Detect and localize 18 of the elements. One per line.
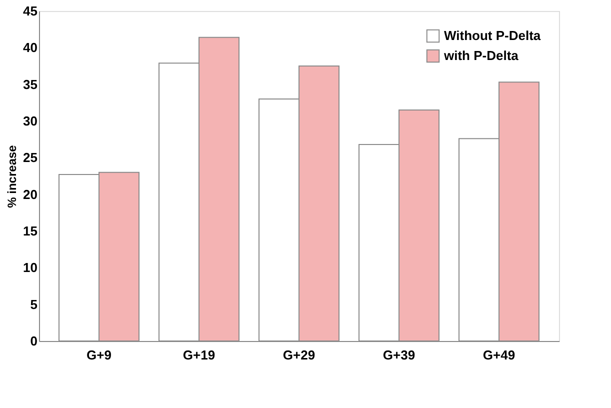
legend-label: Without P-Delta bbox=[444, 28, 542, 43]
y-tick-label: 5 bbox=[30, 296, 38, 312]
y-tick-label: 20 bbox=[23, 186, 38, 202]
x-tick-label: G+39 bbox=[382, 348, 416, 362]
y-tick-label: 45 bbox=[23, 4, 38, 18]
x-tick-label: G+19 bbox=[182, 348, 216, 362]
legend-label: with P-Delta bbox=[443, 48, 520, 63]
y-axis-title: % increase bbox=[5, 144, 20, 208]
x-tick-label: G+9 bbox=[86, 348, 112, 362]
x-tick-label: G+29 bbox=[282, 348, 316, 362]
x-tick-label: G+49 bbox=[482, 348, 516, 362]
y-tick-label: 35 bbox=[23, 76, 38, 92]
y-tick-label: 0 bbox=[30, 334, 38, 348]
y-tick-label: 10 bbox=[23, 260, 38, 276]
y-tick-label: 15 bbox=[23, 224, 38, 238]
y-tick-label: 25 bbox=[23, 150, 38, 166]
y-tick-label: 30 bbox=[23, 114, 38, 128]
y-tick-label: 40 bbox=[23, 40, 38, 56]
